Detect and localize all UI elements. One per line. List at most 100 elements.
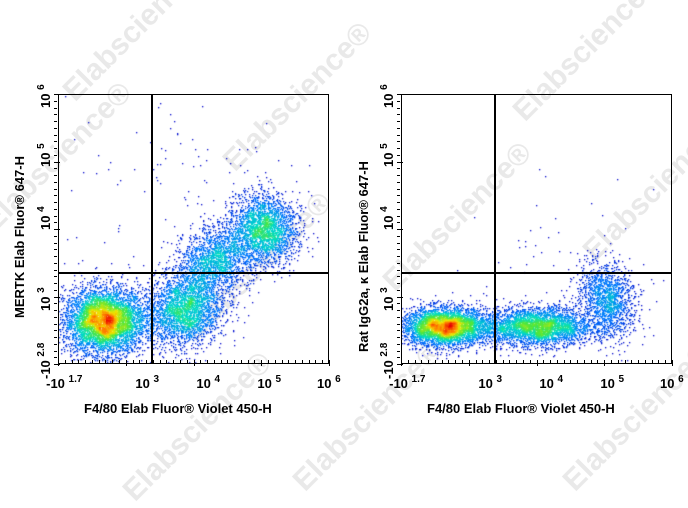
scatter-dots bbox=[58, 94, 329, 364]
tick-exponent: 4 bbox=[379, 205, 390, 212]
y-tick-mark bbox=[397, 262, 400, 264]
x-tick-mark bbox=[132, 360, 134, 363]
tick-exponent: 2.8 bbox=[36, 342, 47, 357]
y-tick-mark bbox=[397, 229, 403, 230]
x-tick-mark bbox=[64, 360, 66, 363]
y-tick-label: 10 6 bbox=[36, 84, 53, 108]
x-tick-mark bbox=[78, 360, 80, 363]
x-tick-label: -10 1.7 bbox=[46, 374, 82, 391]
x-tick-mark bbox=[434, 360, 436, 363]
x-tick-mark bbox=[516, 360, 518, 363]
y-tick-mark bbox=[397, 100, 400, 102]
y-tick-mark bbox=[397, 148, 400, 149]
y-tick-mark bbox=[54, 127, 57, 129]
x-tick-mark bbox=[522, 360, 524, 363]
x-tick-mark bbox=[617, 360, 619, 363]
x-tick-mark bbox=[166, 360, 168, 363]
y-tick-mark bbox=[397, 296, 403, 298]
y-tick-mark bbox=[54, 208, 57, 210]
x-axis-label: F4/80 Elab Fluor® Violet 450-H bbox=[84, 401, 272, 416]
x-tick-mark bbox=[112, 360, 114, 363]
y-tick-mark bbox=[397, 127, 400, 129]
x-tick-mark bbox=[529, 360, 531, 363]
tick-exponent: 3 bbox=[36, 286, 47, 293]
x-tick-mark bbox=[665, 360, 667, 363]
y-tick-mark bbox=[54, 100, 57, 102]
x-tick-mark bbox=[441, 360, 443, 363]
x-tick-mark bbox=[118, 360, 120, 363]
y-tick-mark bbox=[54, 188, 57, 190]
y-tick-mark bbox=[397, 283, 400, 284]
x-tick-mark bbox=[186, 360, 188, 363]
x-tick-mark bbox=[644, 360, 646, 363]
y-tick-mark bbox=[54, 195, 57, 197]
x-tick-mark bbox=[254, 360, 256, 363]
x-tick-mark bbox=[227, 360, 229, 363]
y-tick-mark bbox=[54, 323, 57, 325]
tick-exponent: 2.8 bbox=[379, 342, 390, 357]
y-tick-mark bbox=[54, 175, 57, 176]
x-tick-mark bbox=[301, 360, 303, 363]
plot-isotype: Rat IgG2a, κ Elab Fluor® 647-H -10 2.8 10… bbox=[344, 0, 688, 490]
tick-base: 10 bbox=[38, 89, 53, 108]
x-tick-mark bbox=[448, 360, 450, 363]
x-tick-mark bbox=[475, 360, 477, 363]
y-tick-mark bbox=[54, 256, 57, 257]
y-tick-mark bbox=[397, 350, 400, 352]
x-tick-mark bbox=[152, 360, 154, 363]
x-tick-mark bbox=[556, 360, 558, 363]
y-tick-mark bbox=[397, 208, 400, 210]
y-tick-mark bbox=[397, 175, 400, 176]
y-tick-mark bbox=[397, 114, 400, 116]
y-tick-mark bbox=[397, 357, 400, 359]
x-tick-mark bbox=[58, 360, 59, 366]
y-tick-mark bbox=[397, 154, 400, 156]
y-tick-mark bbox=[397, 249, 400, 251]
x-tick-label: 10 4 bbox=[196, 374, 220, 391]
tick-base: 10 bbox=[381, 89, 396, 108]
y-axis-label: Rat IgG2a, κ Elab Fluor® 647-H bbox=[356, 161, 371, 352]
quadrant-gate-horizontal bbox=[58, 272, 329, 274]
tick-base: 10 bbox=[600, 376, 619, 391]
tick-base: 10 bbox=[381, 149, 396, 168]
tick-exponent: 5 bbox=[275, 374, 282, 385]
x-tick-label: 10 4 bbox=[539, 374, 563, 391]
x-tick-mark bbox=[583, 360, 585, 363]
y-tick-label: 10 5 bbox=[36, 144, 53, 168]
x-tick-mark bbox=[543, 360, 545, 363]
y-tick-mark bbox=[54, 310, 57, 311]
y-tick-mark bbox=[54, 181, 57, 183]
x-tick-mark bbox=[611, 360, 613, 363]
x-tick-mark bbox=[200, 360, 202, 363]
y-tick-mark bbox=[54, 296, 60, 298]
x-tick-mark bbox=[139, 360, 141, 363]
y-tick-mark bbox=[54, 249, 57, 251]
x-tick-mark bbox=[125, 360, 127, 366]
x-tick-mark bbox=[308, 360, 310, 363]
y-tick-mark bbox=[54, 94, 60, 95]
y-tick-mark bbox=[54, 262, 57, 264]
x-tick-mark bbox=[550, 360, 552, 363]
x-tick-label: 10 3 bbox=[478, 374, 502, 391]
x-tick-mark bbox=[563, 360, 565, 363]
y-tick-mark bbox=[397, 316, 400, 318]
x-tick-mark bbox=[315, 360, 317, 363]
x-tick-mark bbox=[91, 360, 93, 363]
tick-base: 10 bbox=[135, 376, 154, 391]
tick-base: 10 bbox=[478, 376, 497, 391]
y-tick-mark bbox=[54, 202, 57, 203]
x-axis-label: F4/80 Elab Fluor® Violet 450-H bbox=[427, 401, 615, 416]
y-tick-mark bbox=[397, 94, 403, 95]
tick-base: 10 bbox=[381, 292, 396, 311]
x-tick-label: 10 3 bbox=[135, 374, 159, 391]
y-tick-mark bbox=[397, 337, 400, 338]
y-tick-mark bbox=[54, 154, 57, 156]
y-tick-mark bbox=[54, 343, 57, 345]
x-tick-mark bbox=[234, 360, 236, 363]
x-tick-mark bbox=[173, 360, 175, 363]
y-axis-label: MERTK Elab Fluor® 647-H bbox=[12, 156, 27, 318]
x-tick-mark bbox=[502, 360, 504, 363]
x-tick-mark bbox=[98, 360, 100, 363]
y-tick-mark bbox=[397, 121, 400, 122]
x-tick-mark bbox=[85, 360, 87, 363]
